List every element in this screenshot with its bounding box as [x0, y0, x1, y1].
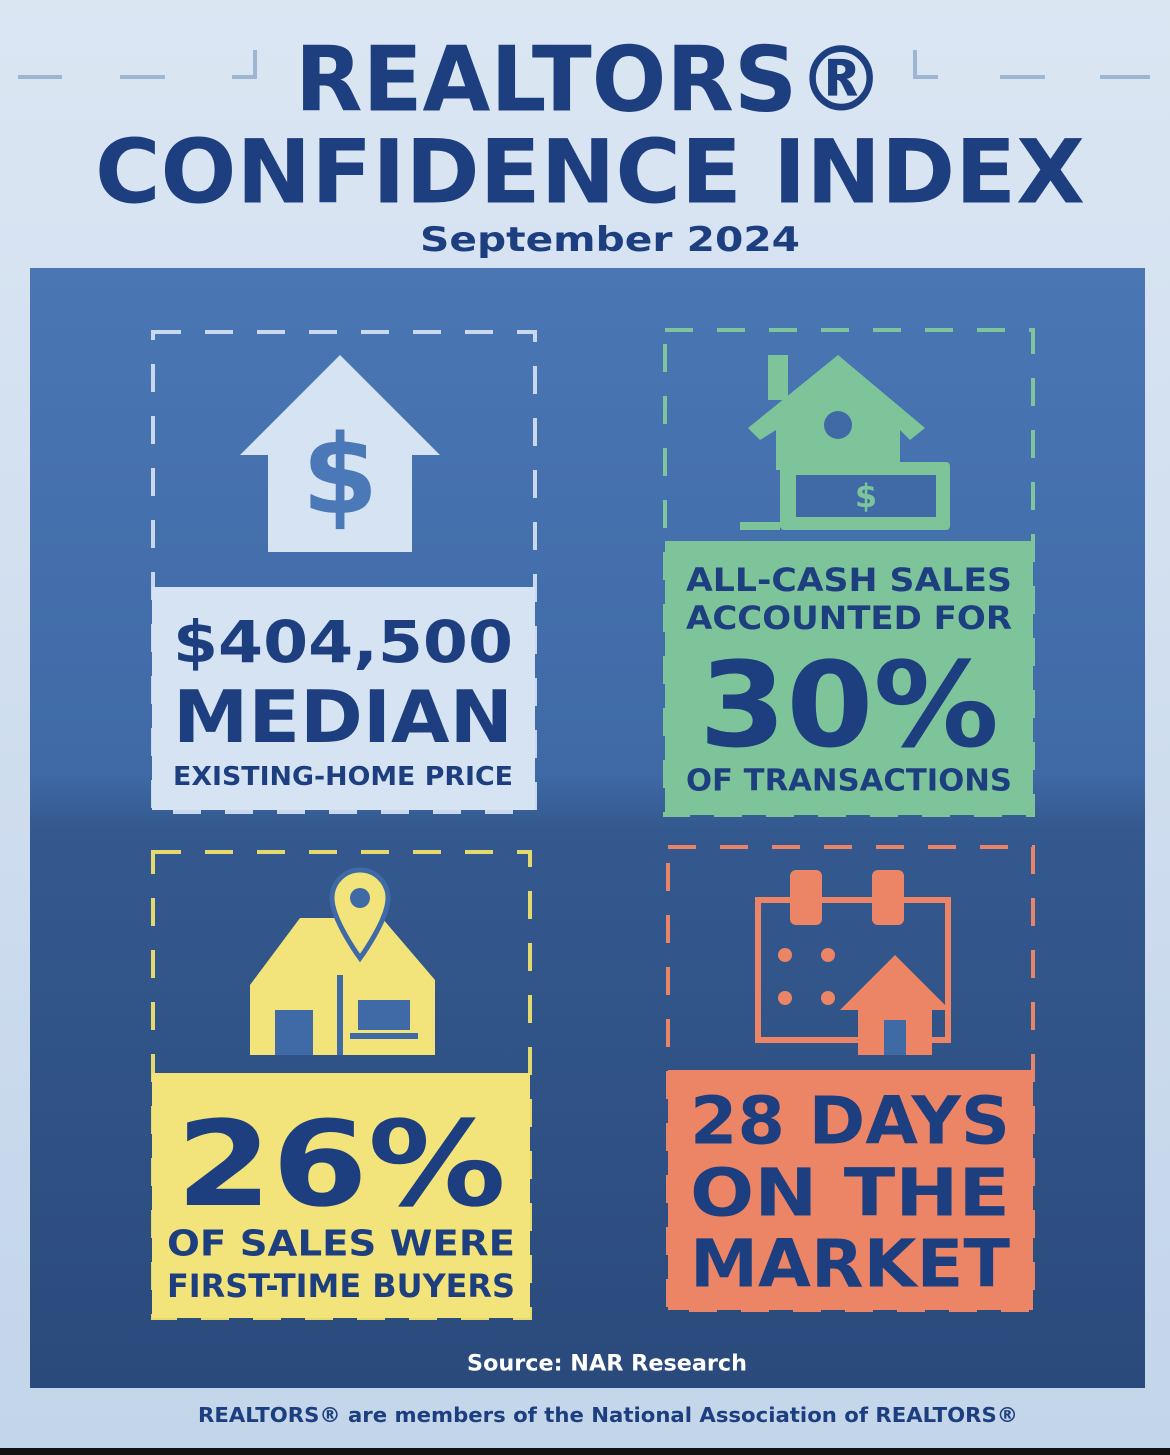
subtitle: September 2024	[420, 220, 800, 260]
card-text: 28 DAYS	[690, 1083, 1010, 1160]
title: REALTORS®	[295, 28, 885, 133]
calendar-house-icon	[755, 870, 951, 1055]
svg-text:$: $	[302, 411, 379, 539]
card-box	[152, 1073, 530, 1318]
card-box	[668, 1070, 1033, 1310]
title: CONFIDENCE INDEX	[95, 121, 1085, 224]
card-box	[665, 541, 1033, 815]
footer: REALTORS® are members of the National As…	[198, 1403, 1018, 1427]
bottom-edge	[0, 1448, 1170, 1455]
card-text: 26%	[176, 1095, 506, 1233]
card-text: FIRST-TIME BUYERS	[167, 1267, 515, 1305]
card-text: MEDIAN	[173, 675, 513, 759]
card-text: ACCOUNTED FOR	[686, 599, 1012, 637]
card-text: ON THE	[690, 1155, 1010, 1232]
card-text: $404,500	[173, 608, 513, 676]
card-text: OF SALES WERE	[167, 1224, 515, 1265]
card-frame	[151, 330, 537, 814]
card-text: OF TRANSACTIONS	[686, 764, 1012, 799]
house-cash-icon: $	[740, 355, 950, 530]
houses-pin-icon	[250, 867, 435, 1055]
card-box	[152, 587, 535, 810]
house-dollar-icon: $	[240, 355, 440, 552]
header-decoration	[18, 50, 1150, 79]
card-text: EXISTING-HOME PRICE	[173, 762, 513, 792]
card-text: MARKET	[690, 1226, 1010, 1303]
card-text: 30%	[699, 636, 999, 774]
source: Source: NAR Research	[467, 1352, 747, 1377]
card-text: ALL-CASH SALES	[686, 561, 1012, 599]
svg-text:$: $	[855, 477, 877, 515]
